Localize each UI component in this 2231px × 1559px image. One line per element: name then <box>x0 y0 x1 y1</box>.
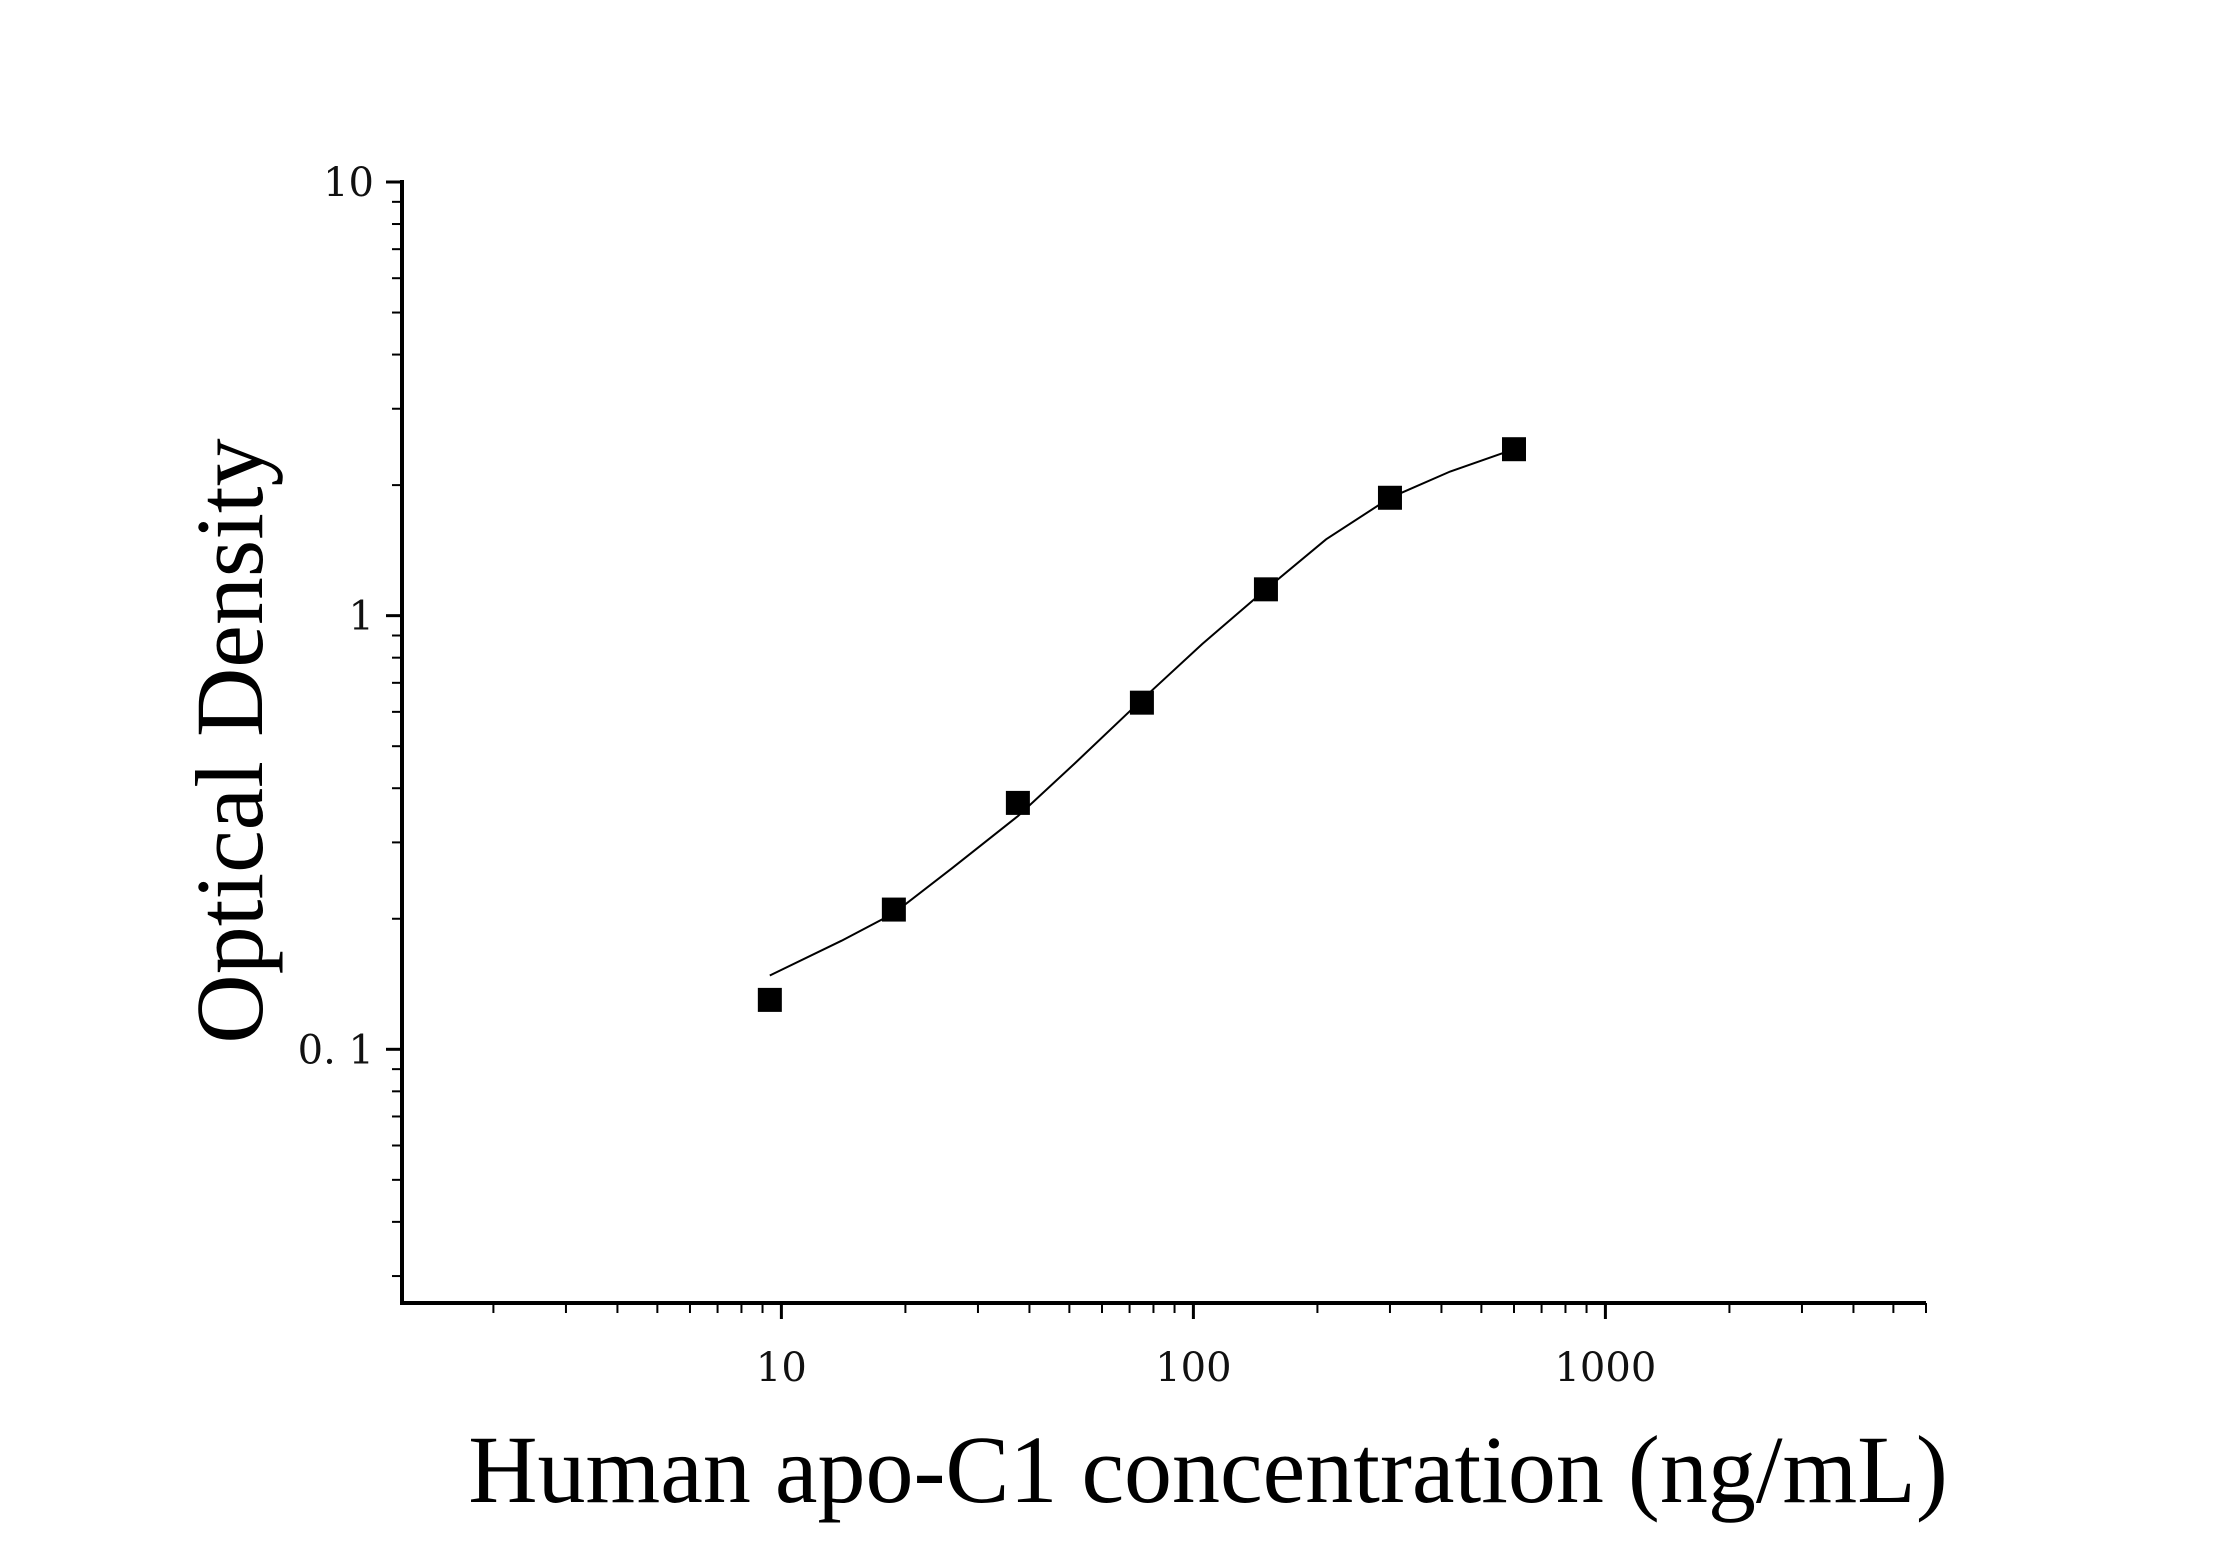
x-axis: 10 100 1000 <box>402 1301 1927 1391</box>
x-tick-label: 100 <box>1155 1345 1231 1391</box>
y-axis-tick-labels: 10 1 0. 1 <box>298 160 374 1073</box>
data-point <box>881 897 906 922</box>
x-tick-label: 10 <box>756 1345 807 1391</box>
x-axis-title: Human apo-C1 concentration (ng/mL) <box>468 1416 1948 1523</box>
y-tick-label: 10 <box>323 160 374 206</box>
y-axis-ticks <box>386 180 402 1278</box>
y-tick-label: 1 <box>349 594 374 640</box>
x-axis-ticks <box>492 1303 1927 1319</box>
data-point <box>1005 790 1030 815</box>
y-axis: 10 1 0. 1 <box>298 160 404 1305</box>
plot-area <box>757 437 1526 1012</box>
x-axis-tick-labels: 10 100 1000 <box>756 1345 1656 1391</box>
data-point <box>757 987 782 1012</box>
x-tick-label: 1000 <box>1554 1345 1656 1391</box>
y-axis-title: Optical Density <box>176 438 283 1043</box>
data-point <box>1377 485 1402 510</box>
data-points <box>757 437 1526 1012</box>
data-point <box>1129 690 1154 715</box>
y-tick-label: 0. 1 <box>298 1027 374 1073</box>
data-point <box>1501 437 1526 462</box>
data-point <box>1253 577 1278 602</box>
